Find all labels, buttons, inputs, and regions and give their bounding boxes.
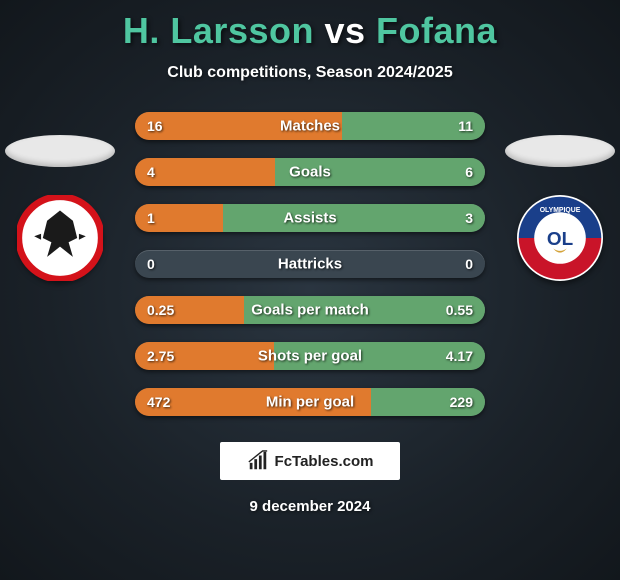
stat-value-left: 4 <box>147 164 155 180</box>
stat-seg-left <box>135 158 275 186</box>
stat-label: Shots per goal <box>258 348 362 365</box>
stat-value-right: 6 <box>465 164 473 180</box>
stat-value-right: 229 <box>450 394 473 410</box>
brand-badge: FcTables.com <box>220 442 400 480</box>
stat-value-left: 1 <box>147 210 155 226</box>
stat-value-left: 472 <box>147 394 170 410</box>
stat-bar: Matches 16 11 <box>135 112 485 140</box>
stat-value-left: 0.25 <box>147 302 174 318</box>
player1-crest <box>17 195 103 281</box>
player2-name: Fofana <box>376 10 497 51</box>
vs-text: vs <box>324 10 365 51</box>
stat-seg-right <box>223 204 486 232</box>
stats-bars: Matches 16 11 Goals 4 6 Assists 1 3 Hattricks 0 0 Go… <box>135 112 485 416</box>
player2-crest-wrap: OLYMPIQUE OL <box>500 135 620 281</box>
stat-bar: Shots per goal 2.75 4.17 <box>135 342 485 370</box>
stat-label: Goals <box>289 164 331 181</box>
player2-crest: OLYMPIQUE OL <box>517 195 603 281</box>
stat-value-right: 3 <box>465 210 473 226</box>
player1-name: H. Larsson <box>123 10 314 51</box>
stat-value-right: 0.55 <box>446 302 473 318</box>
stat-label: Goals per match <box>251 302 369 319</box>
stat-label: Hattricks <box>278 256 342 273</box>
player1-shadow <box>5 135 115 167</box>
date: 9 december 2024 <box>0 498 620 515</box>
stat-bar: Goals per match 0.25 0.55 <box>135 296 485 324</box>
eintracht-icon <box>17 195 103 281</box>
stat-value-left: 16 <box>147 118 163 134</box>
stat-bar: Hattricks 0 0 <box>135 250 485 278</box>
brand-text: FcTables.com <box>275 453 374 470</box>
stat-value-left: 2.75 <box>147 348 174 364</box>
svg-text:OLYMPIQUE: OLYMPIQUE <box>540 207 581 214</box>
stat-value-left: 0 <box>147 256 155 272</box>
comparison-title: H. Larsson vs Fofana <box>0 0 620 52</box>
stat-bar: Goals 4 6 <box>135 158 485 186</box>
stat-bar: Min per goal 472 229 <box>135 388 485 416</box>
stat-bar: Assists 1 3 <box>135 204 485 232</box>
stat-label: Min per goal <box>266 394 354 411</box>
chart-icon <box>247 450 269 472</box>
stat-value-right: 4.17 <box>446 348 473 364</box>
svg-text:OL: OL <box>547 229 573 250</box>
player1-crest-wrap <box>0 135 120 281</box>
stat-label: Matches <box>280 118 340 135</box>
stat-value-right: 11 <box>458 118 473 134</box>
subtitle: Club competitions, Season 2024/2025 <box>0 64 620 82</box>
stat-value-right: 0 <box>465 256 473 272</box>
lyon-icon: OLYMPIQUE OL <box>517 195 603 281</box>
stat-label: Assists <box>283 210 336 227</box>
player2-shadow <box>505 135 615 167</box>
